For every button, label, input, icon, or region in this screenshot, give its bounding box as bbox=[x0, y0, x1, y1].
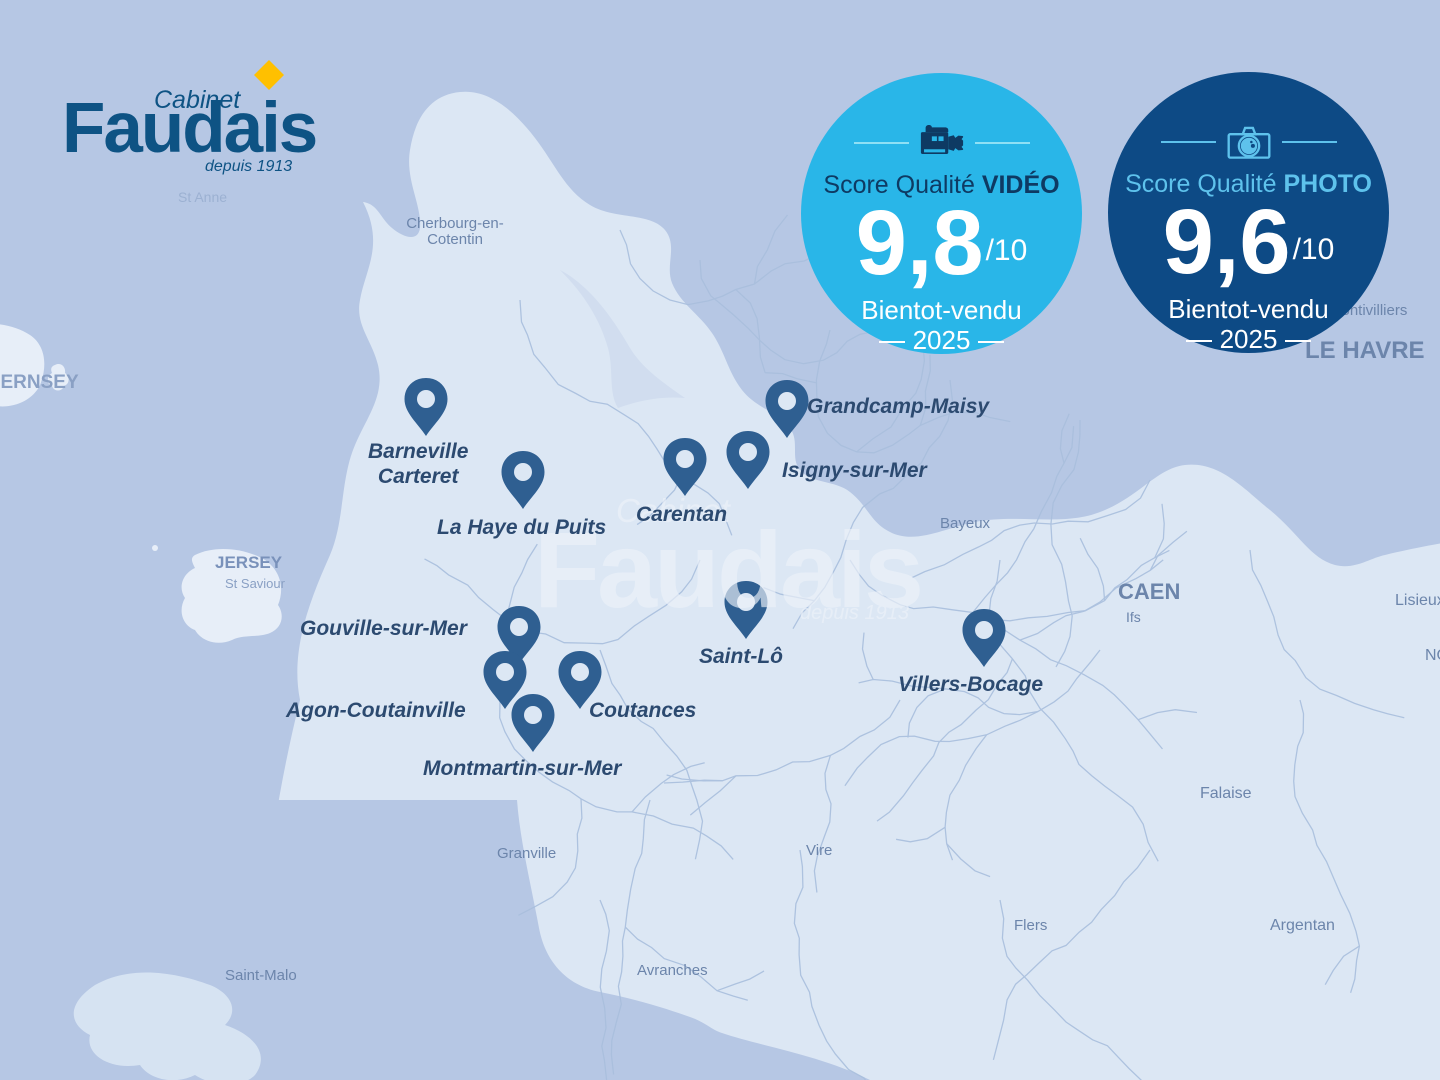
svg-text:Lisieux: Lisieux bbox=[1395, 592, 1440, 609]
svg-text:Vire: Vire bbox=[806, 842, 832, 859]
svg-text:Flers: Flers bbox=[1014, 917, 1047, 934]
svg-text:Cotentin: Cotentin bbox=[427, 231, 483, 248]
svg-text:Bayeux: Bayeux bbox=[940, 515, 991, 532]
svg-text:CAEN: CAEN bbox=[1118, 579, 1180, 604]
svg-text:depuis 1913: depuis 1913 bbox=[205, 158, 292, 175]
svg-text:Cherbourg-en-: Cherbourg-en- bbox=[406, 215, 504, 232]
svg-text:Saint-Malo: Saint-Malo bbox=[225, 967, 297, 984]
svg-text:St Saviour: St Saviour bbox=[225, 576, 286, 591]
svg-text:Ifs: Ifs bbox=[1126, 609, 1141, 625]
svg-text:depuis 1913: depuis 1913 bbox=[800, 602, 909, 624]
svg-text:Faudais: Faudais bbox=[62, 89, 316, 168]
svg-text:Falaise: Falaise bbox=[1200, 785, 1252, 802]
svg-text:JERSEY: JERSEY bbox=[215, 553, 283, 572]
svg-text:GUERNSEY: GUERNSEY bbox=[0, 372, 79, 393]
svg-text:Granville: Granville bbox=[497, 845, 556, 862]
svg-text:NOR: NOR bbox=[1425, 647, 1440, 664]
svg-text:Avranches: Avranches bbox=[637, 962, 708, 979]
svg-text:Argentan: Argentan bbox=[1270, 917, 1335, 934]
